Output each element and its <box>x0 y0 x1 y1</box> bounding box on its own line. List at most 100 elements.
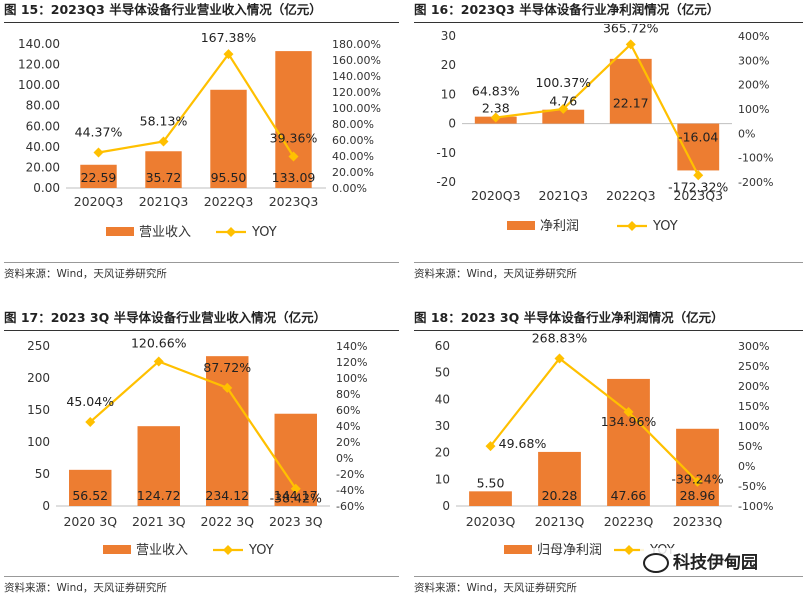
yoy-data-label: 87.72% <box>203 360 251 375</box>
yoy-marker <box>85 416 96 427</box>
chart-panel-15: 图 15：2023Q3 半导体设备行业营业收入情况（亿元） 0.00 20.00 4… <box>4 0 399 282</box>
bar-data-label: 95.50 <box>211 170 247 185</box>
chart-panel-16: 图 16：2023Q3 半导体设备行业净利润情况（亿元） -20 -10 0 10 20… <box>414 0 803 282</box>
left-axis-tick: 60 <box>435 339 450 353</box>
right-axis-tick: 20% <box>336 436 360 449</box>
yoy-data-label: 134.96% <box>601 414 657 429</box>
right-axis-tick: -200% <box>738 176 773 189</box>
bar-data-label: 28.96 <box>680 488 716 503</box>
right-axis-tick: 0.00% <box>332 182 367 195</box>
bar-data-label: 20.28 <box>542 488 578 503</box>
left-axis-tick: 150 <box>27 403 50 417</box>
bar-data-label: 22.17 <box>613 95 649 110</box>
right-axis-tick: 250% <box>738 360 769 373</box>
right-axis-tick: 300% <box>738 340 769 353</box>
left-axis-tick: 0 <box>448 117 456 131</box>
chart-svg: 0 10 20 30 40 50 60 -100% -50% 0% 50% 100% 150% 200% 2… <box>435 332 774 558</box>
right-axis-tick: 40% <box>336 420 360 433</box>
left-axis-tick: 20 <box>435 446 450 460</box>
legend-line-marker <box>624 545 634 555</box>
left-axis-tick: 10 <box>441 87 456 101</box>
yoy-marker <box>288 151 299 162</box>
yoy-marker <box>93 147 104 158</box>
legend-line-marker <box>226 227 236 237</box>
left-axis-tick: 30 <box>441 29 456 43</box>
right-axis-tick: -20% <box>336 468 364 481</box>
yoy-data-label: 39.36% <box>270 131 318 146</box>
x-axis-tick: 20223Q <box>604 514 654 529</box>
yoy-marker <box>158 136 169 147</box>
x-axis-tick: 2022Q3 <box>204 194 254 209</box>
chart-svg: -20 -10 0 10 20 30 -200% -100% 0% 100% 200% 300% 400… <box>436 24 773 234</box>
bar <box>542 109 585 124</box>
x-axis-tick: 20233Q <box>673 514 723 529</box>
legend-line-label: YOY <box>652 219 678 234</box>
left-axis-tick: 250 <box>27 339 50 353</box>
yoy-data-label: 365.72% <box>603 24 659 35</box>
yoy-data-label: -39.24% <box>671 472 723 487</box>
bar <box>69 469 112 506</box>
yoy-marker <box>290 483 301 494</box>
yoy-data-label: 58.13% <box>140 113 188 128</box>
legend-bar-label: 营业收入 <box>136 543 188 558</box>
x-axis-tick: 2021Q3 <box>139 194 189 209</box>
yoy-marker <box>485 441 496 452</box>
left-axis-tick: 0 <box>42 499 50 513</box>
yoy-marker <box>554 353 565 364</box>
right-axis-tick: 300% <box>738 54 769 67</box>
left-axis-tick: 100.00 <box>18 78 60 92</box>
bar-data-label: 56.52 <box>72 488 108 503</box>
yoy-data-label: 64.83% <box>472 84 520 99</box>
right-axis-tick: 100% <box>738 103 769 116</box>
right-axis-tick: 20.00% <box>332 166 374 179</box>
legend-bar-swatch <box>507 221 535 230</box>
legend-bar-swatch <box>103 545 131 554</box>
left-axis-tick: 200 <box>27 371 50 385</box>
bar-data-label: 4.76 <box>549 94 577 109</box>
left-axis-tick: 20 <box>441 58 456 72</box>
watermark-text: 科技伊甸园 <box>673 553 758 573</box>
bar-data-label: 133.09 <box>272 170 316 185</box>
bar-data-label: 234.12 <box>205 488 249 503</box>
x-axis-tick: 2020Q3 <box>74 194 124 209</box>
yoy-data-label: 268.83% <box>532 332 588 345</box>
legend-bar-label: 营业收入 <box>139 225 191 240</box>
bar-data-label: 2.38 <box>482 101 510 116</box>
left-axis-tick: 50 <box>435 366 450 380</box>
chart-svg: 0.00 20.00 40.00 60.00 80.00 100.00 120.00 140.… <box>18 30 381 240</box>
bar <box>609 58 652 124</box>
legend-line-marker <box>223 545 233 555</box>
right-axis-tick: -60% <box>336 500 364 513</box>
right-axis-tick: -40% <box>336 484 364 497</box>
legend-bar-swatch <box>106 227 134 236</box>
yoy-data-label: 45.04% <box>66 394 114 409</box>
right-axis-tick: 120% <box>336 356 367 369</box>
bar <box>145 151 182 188</box>
right-axis-tick: 60% <box>336 404 360 417</box>
yoy-line <box>489 356 699 483</box>
chart-title: 图 18：2023 3Q 半导体设备行业净利润情况（亿元） <box>414 308 803 331</box>
yoy-line <box>89 360 297 490</box>
bar-data-label: 144.17 <box>274 488 318 503</box>
left-axis-tick: 0.00 <box>33 181 60 195</box>
yoy-data-label: -38.42% <box>270 491 322 506</box>
bar-data-label: -16.04 <box>678 130 718 145</box>
right-axis-tick: 100% <box>738 420 769 433</box>
yoy-marker <box>222 382 233 393</box>
yoy-marker <box>153 356 164 367</box>
left-axis-tick: -10 <box>436 146 456 160</box>
left-axis-tick: 40.00 <box>26 140 60 154</box>
left-axis-tick: 20.00 <box>26 160 60 174</box>
left-axis-tick: 60.00 <box>26 119 60 133</box>
right-axis-tick: -100% <box>738 152 773 165</box>
chart-panel-17: 图 17：2023 3Q 半导体设备行业营业收入情况（亿元） 0 50 100 150… <box>4 308 399 595</box>
right-axis-tick: 60.00% <box>332 134 374 147</box>
bar-data-label: 47.66 <box>611 488 647 503</box>
left-axis-tick: 0 <box>442 499 450 513</box>
right-axis-tick: 150% <box>738 400 769 413</box>
right-axis-tick: 80.00% <box>332 118 374 131</box>
yoy-line <box>495 42 700 176</box>
right-axis-tick: 100.00% <box>332 102 381 115</box>
legend-bar-label: 归母净利润 <box>537 543 602 558</box>
yoy-marker <box>625 39 636 50</box>
